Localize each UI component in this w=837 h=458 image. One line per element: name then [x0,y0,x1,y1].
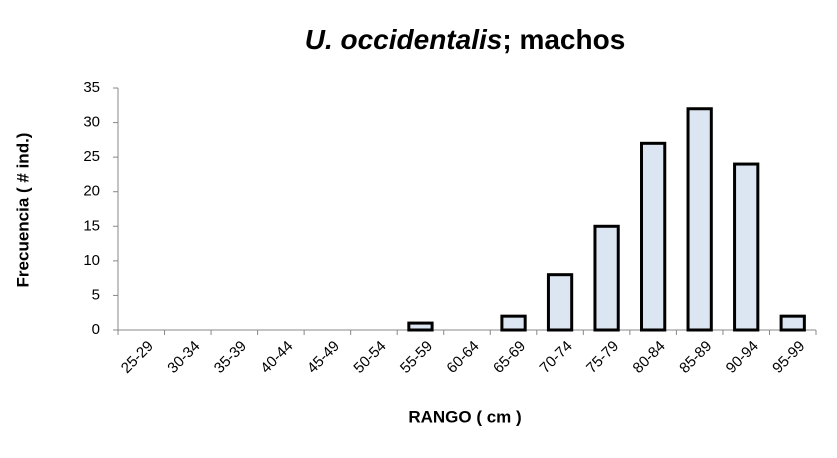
bar [407,321,434,332]
x-tick-label: 70-74 [537,338,576,377]
title-italic: U. occidentalis [305,24,503,55]
bar [686,107,713,332]
x-tick-label: 55-59 [397,338,436,377]
x-tick-label: 40-44 [257,338,296,377]
x-tick-label: 60-64 [443,338,482,377]
x-tick-label: 45-49 [304,338,343,377]
y-tick-label: 35 [83,79,100,96]
x-tick-label: 50-54 [350,338,389,377]
bar [593,224,620,332]
y-tick-label: 10 [83,252,100,269]
x-axis-title: RANGO ( cm ) [408,407,521,426]
x-tick-label: 65-69 [490,338,529,377]
bar [500,314,527,332]
y-tick-label: 20 [83,183,100,200]
y-axis-title: Frecuencia ( # ind.) [13,133,32,288]
x-tick-label: 75-79 [583,338,622,377]
title-rest: ; machos [502,24,625,55]
bar [640,141,667,332]
x-tick-label: 90-94 [723,338,762,377]
y-tick-label: 15 [83,217,100,234]
x-tick-label: 80-84 [630,338,669,377]
bar [779,314,806,332]
bar [546,273,574,332]
bar [733,162,760,332]
y-tick-label: 5 [92,286,100,303]
y-tick-label: 25 [83,148,100,165]
y-tick-label: 0 [92,321,100,338]
x-tick-label: 30-34 [164,338,203,377]
x-tick-label: 35-39 [211,338,250,377]
x-tick-label: 95-99 [769,338,808,377]
chart-title: U. occidentalis; machos [305,24,626,55]
x-tick-label: 85-89 [676,338,715,377]
x-tick-label: 25-29 [118,338,157,377]
y-tick-label: 30 [83,114,100,131]
